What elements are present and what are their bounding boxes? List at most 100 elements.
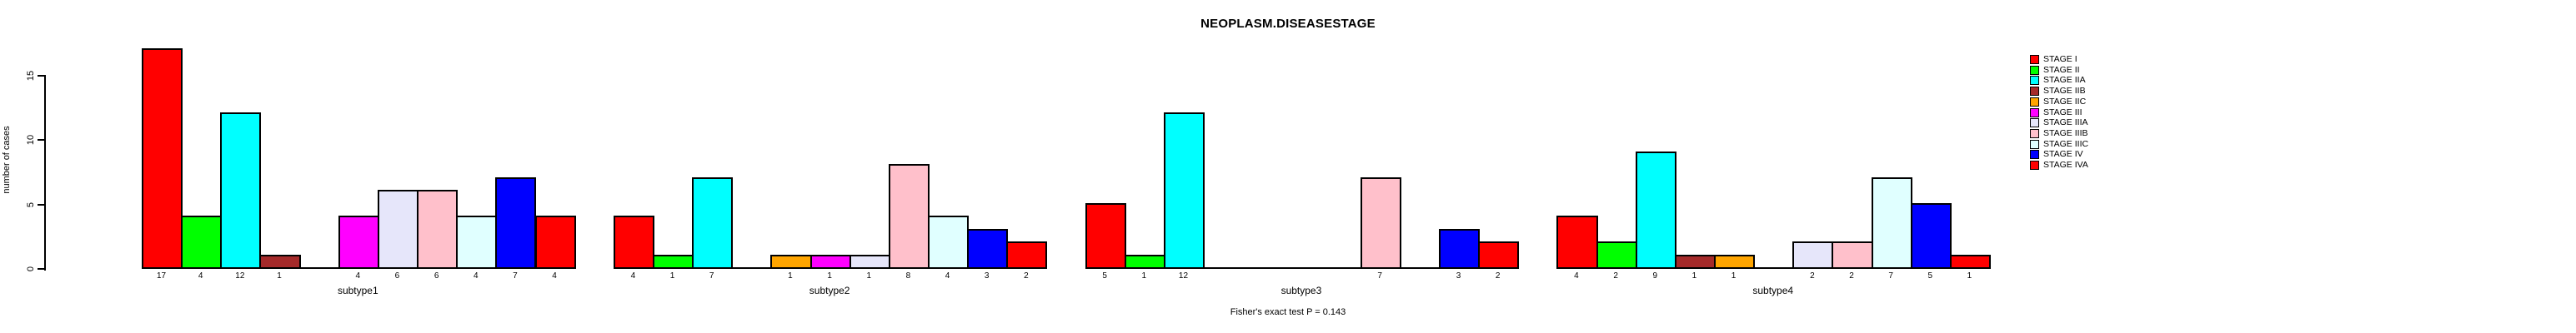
bar-stage-ii-subtype1 <box>181 216 223 269</box>
chart-title: NEOPLASM.DISEASESTAGE <box>1200 17 1376 31</box>
legend-label-stage-iva: STAGE IVA <box>2043 160 2088 170</box>
bar-stage-iiia-subtype1 <box>377 190 419 269</box>
y-axis-tick-label: 0 <box>26 266 36 272</box>
bar-stage-iv-subtype3 <box>1438 228 1481 269</box>
y-axis-tick-label: 15 <box>26 70 36 82</box>
bar-value-stage-iib-subtype1: 1 <box>277 271 282 281</box>
legend-label-stage-iiib: STAGE IIIB <box>2043 127 2088 138</box>
legend-swatch-stage-iiia <box>2030 118 2039 128</box>
legend-swatch-stage-iv <box>2030 150 2039 160</box>
bar-value-stage-iva-subtype4: 1 <box>1967 271 1972 281</box>
bar-value-stage-iva-subtype3: 2 <box>1495 271 1501 281</box>
bar-value-stage-iia-subtype1: 12 <box>235 271 245 281</box>
bar-value-stage-iib-subtype4: 1 <box>1691 271 1697 281</box>
bar-stage-i-subtype4 <box>1556 216 1598 269</box>
bar-value-stage-ii-subtype1: 4 <box>198 271 203 281</box>
bar-stage-ii-subtype3 <box>1124 254 1165 269</box>
bar-stage-iib-subtype1 <box>259 254 301 269</box>
legend-swatch-stage-iiic <box>2030 139 2039 149</box>
bar-value-stage-i-subtype1: 17 <box>157 271 167 281</box>
bar-stage-iic-subtype4 <box>1714 254 1756 269</box>
y-axis-line <box>44 75 46 271</box>
legend-label-stage-iv: STAGE IV <box>2043 149 2083 160</box>
category-label-subtype1: subtype1 <box>337 285 378 296</box>
bar-stage-ii-subtype2 <box>652 254 694 269</box>
y-axis-title: number of cases <box>2 126 12 194</box>
bar-stage-iiic-subtype4 <box>1871 176 1912 269</box>
bar-stage-iiia-subtype2 <box>849 254 890 269</box>
bar-value-stage-ii-subtype3: 1 <box>1141 271 1147 281</box>
legend-swatch-stage-iiib <box>2030 128 2039 138</box>
bar-value-stage-iia-subtype3: 12 <box>1178 271 1189 281</box>
category-label-subtype4: subtype4 <box>1752 285 1794 296</box>
category-label-subtype2: subtype2 <box>809 285 850 296</box>
legend-label-stage-ii: STAGE II <box>2043 64 2080 75</box>
bar-value-stage-iv-subtype2: 3 <box>984 271 990 281</box>
bar-stage-iva-subtype1 <box>534 216 576 269</box>
bar-value-stage-iiic-subtype4: 7 <box>1888 271 1893 281</box>
bar-stage-iiib-subtype1 <box>417 190 459 269</box>
bar-stage-iic-subtype2 <box>770 254 812 269</box>
bar-stage-iiia-subtype4 <box>1792 241 1834 269</box>
stat-test-note: Fisher's exact test P = 0.143 <box>1230 307 1346 317</box>
bar-value-stage-iiia-subtype1: 6 <box>394 271 400 281</box>
y-axis-tick <box>38 139 44 142</box>
bar-stage-iv-subtype1 <box>495 176 537 269</box>
legend-swatch-stage-iib <box>2030 87 2039 97</box>
legend-swatch-stage-i <box>2030 55 2039 64</box>
bar-stage-iv-subtype2 <box>967 228 1009 269</box>
bar-stage-i-subtype2 <box>613 216 654 269</box>
bar-stage-iva-subtype2 <box>1006 241 1048 269</box>
bar-stage-iv-subtype4 <box>1910 202 1952 269</box>
bar-value-stage-iiic-subtype2: 4 <box>945 271 950 281</box>
category-label-subtype3: subtype3 <box>1280 285 1322 296</box>
y-axis-tick <box>38 268 44 270</box>
bar-value-stage-ii-subtype4: 2 <box>1613 271 1618 281</box>
y-axis-tick-label: 10 <box>26 135 36 146</box>
legend-label-stage-iiia: STAGE IIIA <box>2043 117 2088 128</box>
legend-label-stage-iia: STAGE IIA <box>2043 75 2086 86</box>
legend-swatch-stage-iia <box>2030 76 2039 86</box>
bar-value-stage-iii-subtype1: 4 <box>355 271 361 281</box>
bar-stage-i-subtype3 <box>1085 202 1126 269</box>
bar-value-stage-iiib-subtype1: 6 <box>434 271 439 281</box>
bar-stage-iva-subtype4 <box>1949 254 1992 269</box>
bar-value-stage-iv-subtype3: 3 <box>1456 271 1461 281</box>
legend-label-stage-iii: STAGE III <box>2043 107 2082 117</box>
bar-value-stage-iv-subtype4: 5 <box>1927 271 1933 281</box>
bar-stage-i-subtype1 <box>142 48 183 269</box>
y-axis-tick-label: 5 <box>26 201 36 207</box>
bar-value-stage-iva-subtype1: 4 <box>552 271 557 281</box>
bar-value-stage-iva-subtype2: 2 <box>1024 271 1029 281</box>
y-axis-tick <box>38 203 44 206</box>
bar-stage-iii-subtype2 <box>809 254 851 269</box>
bar-value-stage-iia-subtype2: 7 <box>709 271 714 281</box>
bar-stage-iva-subtype3 <box>1478 241 1520 269</box>
legend-swatch-stage-iii <box>2030 107 2039 117</box>
legend-swatch-stage-ii <box>2030 65 2039 75</box>
bar-value-stage-iic-subtype4: 1 <box>1731 271 1737 281</box>
legend-label-stage-iib: STAGE IIB <box>2043 86 2086 97</box>
bar-stage-iiic-subtype2 <box>928 216 970 269</box>
bar-stage-iia-subtype4 <box>1635 151 1676 269</box>
legend-label-stage-i: STAGE I <box>2043 54 2077 64</box>
bar-stage-iiic-subtype1 <box>456 216 498 269</box>
bar-value-stage-i-subtype2: 4 <box>630 271 636 281</box>
legend-label-stage-iiic: STAGE IIIC <box>2043 138 2089 149</box>
bar-value-stage-iiia-subtype2: 1 <box>866 271 872 281</box>
bar-stage-iiib-subtype4 <box>1832 241 1873 269</box>
bar-value-stage-iiic-subtype1: 4 <box>473 271 479 281</box>
bar-value-stage-iiib-subtype4: 2 <box>1849 271 1854 281</box>
bar-stage-iia-subtype3 <box>1163 112 1205 269</box>
bar-stage-iii-subtype1 <box>338 216 379 269</box>
legend-swatch-stage-iva <box>2030 161 2039 170</box>
bar-value-stage-i-subtype4: 4 <box>1574 271 1579 281</box>
bar-value-stage-iii-subtype2: 1 <box>827 271 832 281</box>
bar-stage-iiib-subtype3 <box>1360 176 1401 269</box>
bar-value-stage-iiia-subtype4: 2 <box>1810 271 1815 281</box>
y-axis-tick <box>38 74 44 77</box>
bar-stage-iiib-subtype2 <box>888 164 930 269</box>
bar-value-stage-iic-subtype2: 1 <box>788 271 793 281</box>
group-baseline-subtype4 <box>1556 267 1992 269</box>
